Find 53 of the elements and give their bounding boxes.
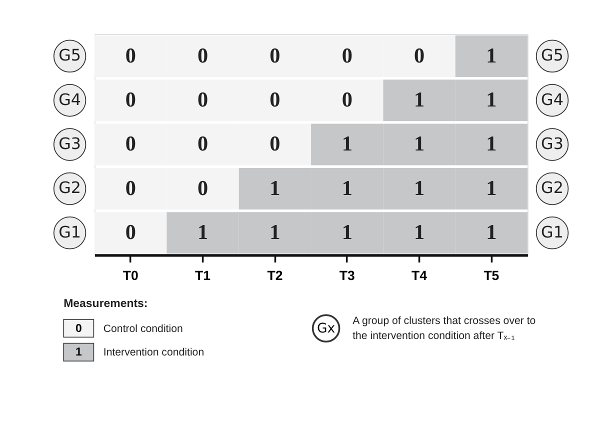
- data-label: 1: [414, 220, 425, 244]
- text: 0: [75, 322, 82, 335]
- data-label: 0: [197, 176, 208, 200]
- data-label: 1: [342, 220, 352, 244]
- y-tick-label: G4: [58, 90, 82, 109]
- text: 1: [75, 346, 82, 359]
- x-tick-label: T5: [484, 268, 500, 284]
- data-label: 0: [270, 43, 280, 68]
- y2-tick-label: G2: [541, 178, 564, 198]
- data-label: 1: [342, 176, 352, 200]
- data-label: 1: [486, 176, 497, 200]
- data-label: 0: [270, 132, 280, 156]
- data-label: 1: [197, 220, 208, 244]
- data-label: 0: [342, 43, 352, 68]
- text: A group of clusters that crosses over to the intervention condition after Tₓ₋₁: [352, 314, 536, 342]
- data-label: 1: [414, 176, 425, 200]
- y2-tick-label: G3: [541, 134, 564, 153]
- y2-tick-label: G4: [541, 90, 564, 109]
- data-label: 0: [125, 132, 136, 156]
- text: Control condition: [103, 322, 183, 335]
- data-label: 0: [125, 220, 136, 244]
- data-label: 1: [486, 132, 497, 156]
- data-label: 0: [197, 88, 208, 112]
- data-label: 0: [197, 43, 208, 68]
- y-tick-label: G2: [58, 178, 82, 198]
- x-tick-label: T1: [195, 268, 211, 284]
- x-tick-label: T3: [339, 268, 355, 284]
- y-tick-label: G3: [58, 134, 82, 153]
- x-tick-label: T2: [267, 268, 283, 284]
- data-label: 1: [486, 220, 497, 244]
- data-label: 1: [414, 132, 425, 156]
- data-label: 1: [342, 132, 352, 156]
- data-label: 0: [414, 43, 425, 68]
- y2-tick-label: G1: [541, 222, 564, 242]
- y2-tick-label: G5: [541, 46, 564, 65]
- x-tick-label: T4: [412, 268, 428, 284]
- data-label: 1: [414, 88, 425, 112]
- data-label: 0: [125, 88, 136, 112]
- data-label: 0: [270, 88, 280, 112]
- text: Measurements:: [64, 298, 148, 310]
- data-label: 0: [125, 43, 136, 68]
- data-label: 0: [125, 176, 136, 200]
- data-label: 1: [270, 220, 280, 244]
- data-label: 1: [486, 88, 497, 112]
- data-label: 1: [270, 176, 280, 200]
- text: Intervention condition: [103, 346, 204, 359]
- y-tick-label: G1: [58, 222, 82, 242]
- x-tick-label: T0: [122, 268, 138, 284]
- text: Gx: [317, 322, 336, 337]
- y-tick-label: G5: [58, 46, 82, 65]
- data-label: 0: [197, 132, 208, 156]
- data-label: 0: [342, 88, 352, 112]
- data-label: 1: [486, 43, 497, 68]
